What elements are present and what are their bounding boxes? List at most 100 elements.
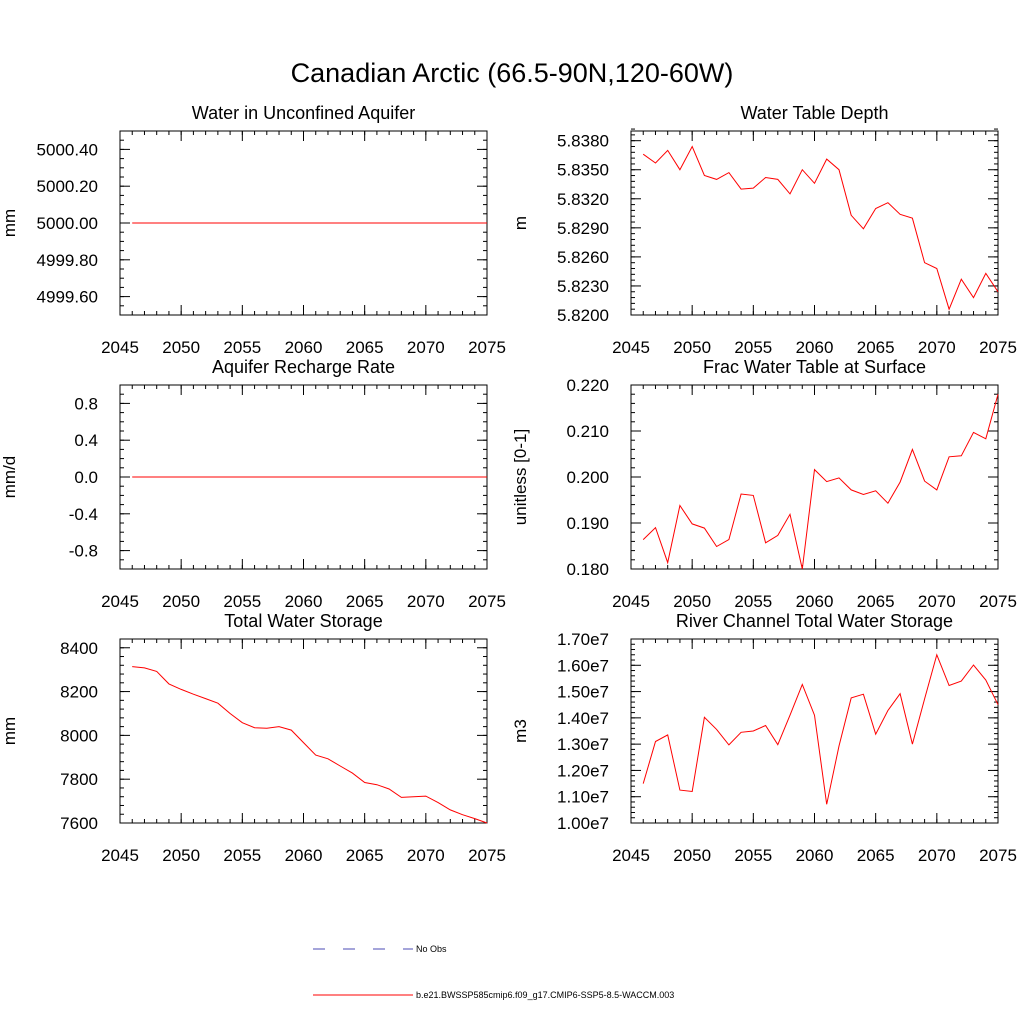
y-tick-label: 0.220 [566, 376, 609, 395]
x-tick-label: 2075 [468, 592, 506, 611]
y-tick-label: 5000.00 [37, 214, 98, 233]
chart-panel-5: Total Water Storage mm 2045 2050 2055 2060 206… [0, 611, 506, 865]
x-tick-label: 2065 [346, 592, 384, 611]
x-tick-label: 2070 [407, 592, 445, 611]
x-tick-label: 2060 [285, 592, 323, 611]
x-tick-label: 2050 [673, 846, 711, 865]
panel-title: Frac Water Table at Surface [703, 357, 926, 377]
y-tick-label: 4999.80 [37, 251, 98, 270]
chart-panel-6: River Channel Total Water Storage m3 2045 2… [511, 611, 1017, 865]
x-tick-label: 2050 [673, 592, 711, 611]
x-tick-label: 2075 [468, 338, 506, 357]
y-tick-label: 8200 [60, 683, 98, 702]
series-line [642, 653, 999, 805]
y-tick-label: 5.8200 [557, 306, 609, 325]
y-tick-label: 1.70e7 [557, 630, 609, 649]
x-tick-label: 2060 [796, 592, 834, 611]
x-tick-label: 2055 [223, 592, 261, 611]
y-tick-label: 5000.40 [37, 140, 98, 159]
y-tick-label: 7800 [60, 770, 98, 789]
legend-model-label: b.e21.BWSSP585cmip6.f09_g17.CMIP6-SSP5-8… [416, 990, 674, 1000]
y-axis-label: mm [0, 717, 19, 745]
y-tick-label: 1.30e7 [557, 735, 609, 754]
y-tick-label: 5.8290 [557, 219, 609, 238]
x-tick-label: 2045 [612, 592, 650, 611]
x-tick-label: 2065 [857, 846, 895, 865]
y-tick-label: 4999.60 [37, 288, 98, 307]
y-axis-label: mm/d [0, 456, 19, 499]
x-tick-label: 2065 [346, 846, 384, 865]
x-tick-label: 2070 [918, 338, 956, 357]
y-tick-label: 1.60e7 [557, 656, 609, 675]
y-tick-label: 0.190 [566, 514, 609, 533]
y-tick-label: 1.00e7 [557, 814, 609, 833]
series-line [642, 394, 999, 570]
x-tick-label: 2070 [918, 592, 956, 611]
panel-title: Total Water Storage [224, 611, 382, 631]
y-tick-label: 0.4 [74, 431, 98, 450]
y-tick-label: -0.4 [69, 505, 98, 524]
legend: No Obs b.e21.BWSSP585cmip6.f09_g17.CMIP6… [313, 944, 674, 1000]
y-tick-label: 5000.20 [37, 177, 98, 196]
y-axis-label: m3 [511, 719, 530, 743]
y-tick-label: 1.10e7 [557, 788, 609, 807]
y-tick-label: 5.8380 [557, 132, 609, 151]
panels: Water in Unconfined Aquifer mm 2045 2050 205… [0, 103, 1017, 865]
y-axis-label: unitless [0-1] [511, 429, 530, 525]
x-tick-label: 2075 [979, 592, 1017, 611]
x-tick-label: 2065 [857, 592, 895, 611]
x-tick-label: 2075 [979, 846, 1017, 865]
panel-title: River Channel Total Water Storage [676, 611, 953, 631]
x-tick-label: 2055 [734, 338, 772, 357]
y-tick-label: 5.8350 [557, 161, 609, 180]
x-tick-label: 2070 [407, 846, 445, 865]
x-tick-label: 2075 [468, 846, 506, 865]
y-tick-label: 5.8260 [557, 248, 609, 267]
y-tick-label: -0.8 [69, 542, 98, 561]
y-axis-label: mm [0, 209, 19, 237]
chart-panel-4: Frac Water Table at Surface unitless [0-1… [511, 357, 1017, 611]
y-tick-label: 0.0 [74, 468, 98, 487]
y-tick-label: 0.210 [566, 422, 609, 441]
legend-obs-label: No Obs [416, 944, 447, 954]
plot-frame [630, 638, 999, 824]
y-tick-label: 5.8320 [557, 190, 609, 209]
panel-title: Aquifer Recharge Rate [212, 357, 395, 377]
y-tick-label: 1.40e7 [557, 709, 609, 728]
x-tick-label: 2050 [162, 846, 200, 865]
x-tick-label: 2060 [285, 846, 323, 865]
chart-panel-2: Water Table Depth m 2045 2050 2055 2060 2065 20… [511, 103, 1017, 357]
x-tick-label: 2070 [918, 846, 956, 865]
x-tick-label: 2050 [162, 592, 200, 611]
y-tick-label: 1.20e7 [557, 761, 609, 780]
y-tick-label: 0.8 [74, 394, 98, 413]
y-tick-label: 8000 [60, 726, 98, 745]
legend-entry-model: b.e21.BWSSP585cmip6.f09_g17.CMIP6-SSP5-8… [313, 990, 674, 1000]
x-tick-label: 2065 [857, 338, 895, 357]
panel-title: Water Table Depth [740, 103, 888, 123]
y-tick-label: 7600 [60, 814, 98, 833]
x-tick-label: 2060 [796, 338, 834, 357]
x-tick-label: 2055 [734, 592, 772, 611]
main-title: Canadian Arctic (66.5-90N,120-60W) [291, 58, 734, 88]
x-tick-label: 2065 [346, 338, 384, 357]
x-tick-label: 2060 [796, 846, 834, 865]
chart-panel-1: Water in Unconfined Aquifer mm 2045 2050 205… [0, 103, 506, 357]
chart-panel-3: Aquifer Recharge Rate mm/d 2045 2050 2055 206… [0, 357, 506, 611]
x-tick-label: 2055 [734, 846, 772, 865]
y-tick-label: 1.50e7 [557, 683, 609, 702]
plot-frame [119, 638, 488, 824]
y-axis-label: m [511, 216, 530, 230]
x-tick-label: 2060 [285, 338, 323, 357]
y-tick-label: 0.180 [566, 560, 609, 579]
x-tick-label: 2045 [612, 846, 650, 865]
x-tick-label: 2045 [612, 338, 650, 357]
x-tick-label: 2045 [101, 846, 139, 865]
panel-title: Water in Unconfined Aquifer [192, 103, 415, 123]
plot-frame [630, 384, 999, 570]
x-tick-label: 2075 [979, 338, 1017, 357]
series-line [642, 145, 999, 311]
x-tick-label: 2055 [223, 338, 261, 357]
x-tick-label: 2050 [162, 338, 200, 357]
